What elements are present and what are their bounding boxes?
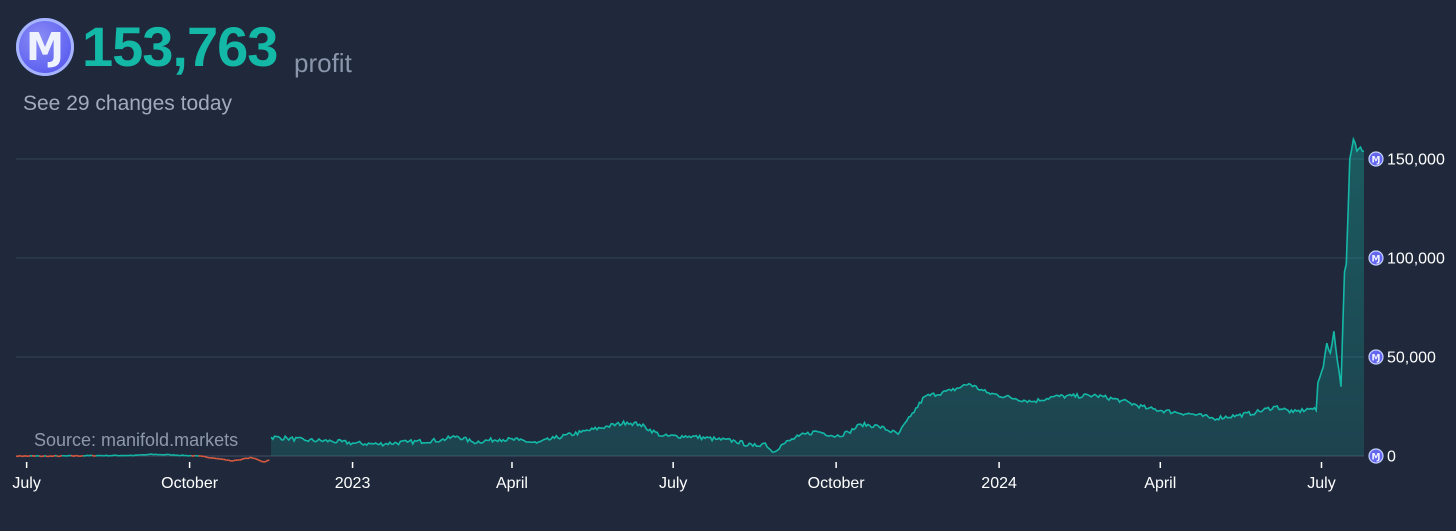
y-tick-label: 0 [1387,449,1396,466]
loss-segment [19,454,22,457]
loss-segment [260,460,263,463]
profit-segment [182,454,185,457]
loss-segment [246,457,249,460]
loss-segment [45,455,49,458]
mana-coin-icon [1368,448,1384,464]
mana-coin-glyph: Ɱ [1372,255,1381,265]
x-tick-label: April [1144,475,1176,492]
loss-segment [22,455,26,458]
mana-coin-glyph: Ɱ [26,25,64,69]
mana-coin-icon [1368,250,1384,266]
loss-segment [191,454,194,457]
loss-segment [251,456,254,460]
loss-segment [233,459,236,462]
profit-segment [180,454,183,457]
x-tick-label: July [12,475,40,492]
profit-segment [104,454,107,457]
profit-area [271,139,1364,456]
profit-line [270,136,1365,453]
loss-segment [258,459,261,462]
y-tick-label: 100,000 [1387,251,1445,268]
x-tick-label: October [808,475,866,492]
loss-segment [205,455,208,459]
loss-segment [74,454,77,457]
mana-coin-glyph: Ɱ [1372,354,1381,364]
y-tick-group: Ɱ 50,000 [1368,349,1436,367]
profit-segment [138,453,141,457]
loss-segment [15,455,18,458]
loss-segment [267,459,270,462]
x-tick-label: 2023 [335,475,371,492]
loss-segment [70,454,73,457]
x-tick-label: April [496,475,528,492]
loss-segment [224,458,228,462]
x-tick-label: July [1307,475,1335,492]
loss-segment [221,458,224,461]
profit-segment [84,454,88,457]
see-changes-link[interactable]: See 29 changes today [23,92,232,115]
profit-segment [173,453,176,457]
loss-segment [47,455,50,458]
x-tick-label: July [659,475,687,492]
loss-segment [38,455,42,458]
x-tick-label: 2024 [981,475,1017,492]
loss-segment [56,455,59,458]
area-layer [15,136,1365,463]
loss-segment [214,457,217,460]
profit-value: 153,763 [82,15,278,78]
loss-segment [237,458,240,462]
loss-segment [256,458,259,461]
loss-segment [240,458,244,461]
loss-segment [91,454,95,457]
mana-coin-icon [1368,349,1384,365]
mana-coin-glyph: Ɱ [1372,156,1381,166]
loss-segment [17,454,20,458]
profit-segment [171,453,174,457]
loss-segment [247,456,251,460]
loss-segment [228,459,231,462]
loss-segment [244,457,247,460]
x-axis: July October 2023 April July October 2024 April… [12,462,1336,492]
x-tick-label: October [161,475,219,492]
y-tick-label: 150,000 [1387,152,1445,169]
profit-segment [134,454,137,457]
loss-segment [265,459,268,463]
mana-coin-glyph: Ɱ [1372,453,1381,463]
y-tick-label: 50,000 [1387,350,1436,367]
mana-coin-icon: Ɱ [16,18,74,76]
y-tick-group: Ɱ 100,000 [1368,250,1445,268]
source-label: Source: manifold.markets [28,430,245,451]
profit-segment [105,454,109,457]
profit-label: profit [294,48,352,78]
loss-segment [192,454,196,457]
loss-segment [254,457,258,461]
loss-segment [217,457,220,460]
y-tick-group: Ɱ 150,000 [1368,151,1445,169]
profit-segment [185,454,189,457]
mana-coin-icon [1368,151,1384,167]
